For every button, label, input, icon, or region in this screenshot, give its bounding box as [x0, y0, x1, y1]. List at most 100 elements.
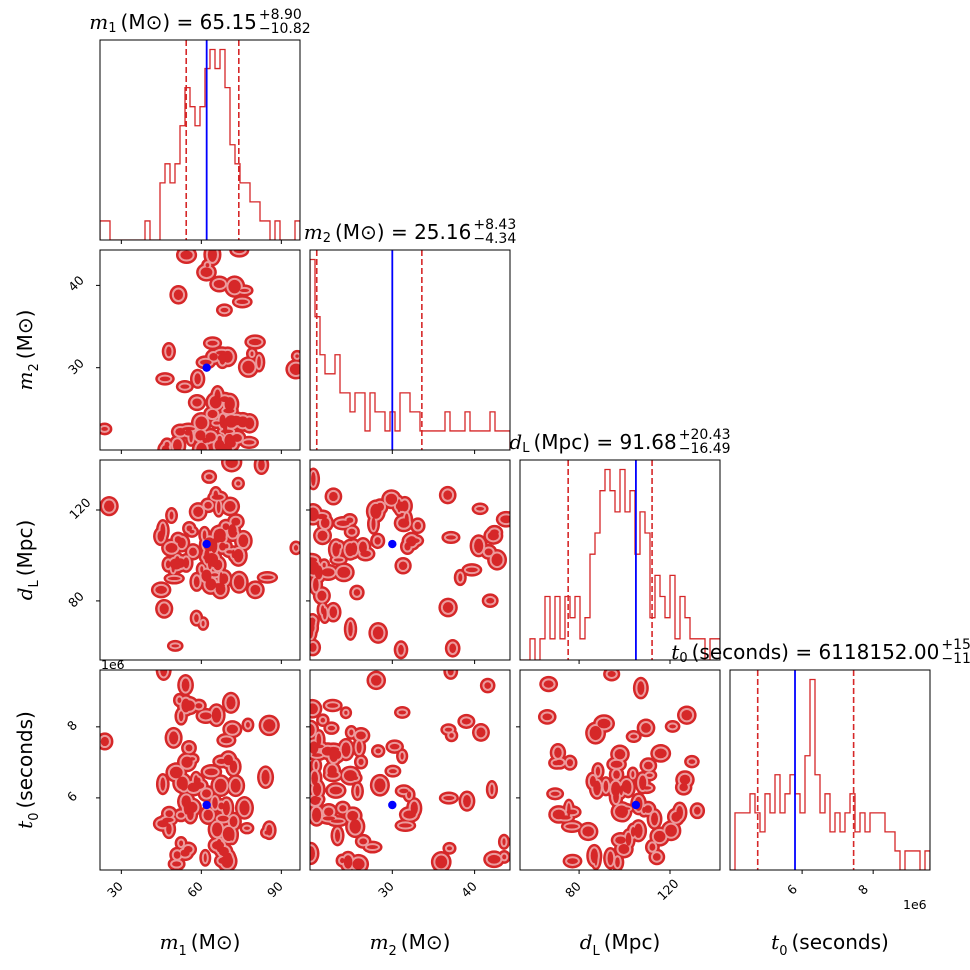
contour-blob — [320, 517, 330, 528]
contour-blob — [476, 727, 486, 738]
contour-blob — [615, 836, 626, 844]
contour-blob — [447, 670, 454, 676]
contour-blob — [233, 250, 245, 254]
contour-blob — [175, 556, 180, 564]
contour-blob — [200, 267, 213, 278]
contour-blob — [155, 585, 167, 594]
contour-core — [104, 460, 299, 648]
contour-blob — [172, 861, 182, 867]
contour-blob — [621, 779, 632, 793]
contour-blob — [316, 513, 328, 520]
contour-blob — [395, 501, 408, 512]
contour-blob — [665, 824, 677, 837]
contour-blob — [618, 844, 630, 854]
contour-blob — [646, 773, 653, 777]
contour-blob — [239, 288, 250, 293]
contour-blob — [219, 353, 226, 365]
contour-blob — [371, 517, 376, 531]
contour-blob — [169, 731, 179, 745]
contour-blob — [329, 606, 338, 619]
contour-blob — [349, 729, 354, 736]
contour-blob — [487, 854, 501, 864]
contour-blob — [181, 678, 190, 692]
contour-blob — [226, 434, 234, 447]
contour-blob — [194, 614, 199, 623]
contour-blob — [388, 769, 397, 774]
contour-blob — [449, 643, 457, 654]
contour-blob — [261, 769, 270, 785]
contour-blob — [258, 460, 265, 471]
panel-frame — [99, 249, 301, 451]
contour-blob — [591, 726, 598, 732]
contour-blob — [644, 805, 652, 813]
x-offset-label: 1e6 — [903, 897, 927, 912]
title-plus-error: +20.43 — [678, 427, 731, 443]
contour-blob — [310, 617, 316, 624]
contour-blob — [250, 351, 254, 357]
contour-blob — [442, 602, 454, 613]
contour-blob — [201, 620, 205, 627]
contour-blob — [179, 840, 184, 847]
contour-blob — [476, 506, 485, 511]
contour-blob — [337, 544, 342, 549]
contour-blob — [175, 427, 186, 436]
contour-blob — [372, 626, 384, 640]
contour-blob — [239, 800, 250, 816]
title-t0: t0 (seconds) = 6118152.00+1577−115 — [671, 638, 970, 666]
contour-blob — [336, 520, 350, 526]
contour-blob — [348, 621, 353, 637]
contour-blob — [219, 542, 227, 551]
contour-blob — [617, 807, 631, 811]
axis-symbol: t — [13, 820, 37, 829]
contour-blob — [202, 789, 211, 798]
contour-blob — [370, 503, 382, 519]
contour-blob — [463, 794, 471, 808]
contour-blob — [327, 765, 337, 777]
contour-blob — [173, 439, 182, 450]
contour-blob — [295, 354, 299, 358]
contour-blob — [213, 490, 219, 500]
panel-frame — [99, 669, 301, 871]
contour-blob — [607, 670, 616, 678]
contour-blob — [214, 778, 227, 793]
title-plus-error: +8.90 — [258, 7, 302, 23]
axis-unit: (M⊙) — [396, 930, 451, 954]
contour-blob — [322, 816, 336, 821]
title-symbol: d — [509, 430, 523, 454]
contour-blob — [634, 823, 643, 838]
title-errors: +1577−115 — [941, 638, 970, 666]
contour-blob — [593, 780, 601, 796]
axis-symbol: t — [771, 930, 780, 954]
contour-blob — [590, 848, 598, 864]
contour-blob — [484, 548, 493, 556]
contour-blob — [250, 584, 261, 595]
x-axis-label-m1: m1 (M⊙) — [160, 930, 241, 959]
contour-blob — [407, 791, 412, 799]
contour-blob — [360, 550, 371, 557]
contour-blob — [352, 775, 359, 780]
axis-symbol: d — [579, 930, 593, 954]
contour-blob — [404, 513, 409, 527]
contour-blob — [567, 858, 578, 864]
title-subscript: 0 — [679, 650, 688, 666]
contour-blob — [458, 573, 463, 582]
contour-blob — [202, 530, 207, 540]
contour-blob — [613, 790, 619, 804]
contour-blob — [189, 529, 195, 534]
contour-blob — [641, 723, 651, 733]
contour-blob — [233, 548, 244, 563]
axis-subscript: 0 — [779, 944, 788, 959]
contour-blob — [445, 535, 456, 540]
contour-blob — [216, 501, 221, 514]
contour-blob — [220, 737, 232, 744]
contour-blob — [374, 778, 386, 793]
contour-blob — [486, 597, 495, 604]
panel-t0-m1 — [96, 669, 301, 874]
contour-blob — [329, 491, 338, 502]
contour-blob — [333, 558, 344, 562]
contour-blob — [173, 851, 181, 859]
contour-blob — [222, 447, 227, 450]
contour-blob — [200, 566, 204, 573]
